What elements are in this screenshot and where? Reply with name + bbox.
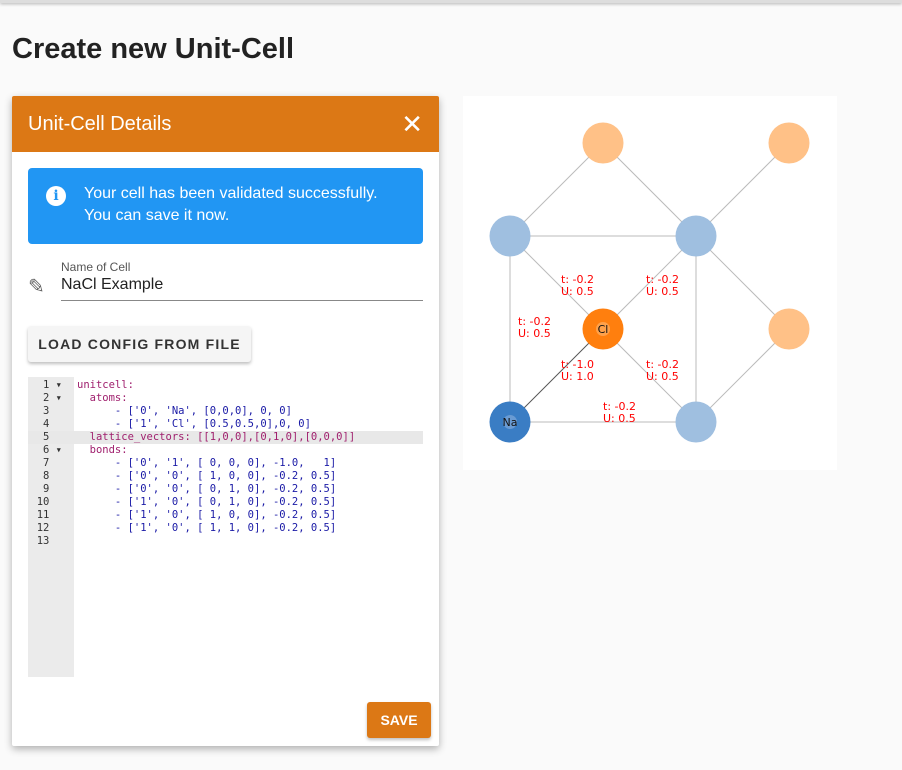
ghost-atom <box>675 215 717 257</box>
bond-label: U: 0.5 <box>561 285 594 298</box>
bond-line <box>602 142 697 237</box>
bond-line <box>509 142 604 237</box>
bond-label: t: -0.2 <box>646 273 679 286</box>
ghost-atom <box>768 308 810 350</box>
dialog-header: Unit-Cell Details ✕ <box>12 96 439 152</box>
line-number: 13 <box>36 535 62 547</box>
code-text: - ['1', '0', [ 1, 0, 0], -0.2, 0.5] <box>77 509 337 521</box>
code-text: bonds: <box>77 444 128 456</box>
bond-line <box>695 328 790 423</box>
editor-line[interactable]: 4 - ['1', 'Cl', [0.5,0.5,0],0, 0] <box>28 418 423 431</box>
code-text: - ['0', '0', [ 1, 0, 0], -0.2, 0.5] <box>77 470 337 482</box>
editor-line[interactable]: 7 - ['0', '1', [ 0, 0, 0], -1.0, 1] <box>28 457 423 470</box>
unit-cell-dialog: Unit-Cell Details ✕ i Your cell has been… <box>12 96 439 746</box>
editor-line[interactable]: 12 - ['1', '0', [ 1, 1, 0], -0.2, 0.5] <box>28 522 423 535</box>
bond-label: U: 1.0 <box>561 370 594 383</box>
editor-line[interactable]: 3 - ['0', 'Na', [0,0,0], 0, 0] <box>28 405 423 418</box>
atom-label: Cl <box>598 323 609 336</box>
editor-gutter <box>28 377 74 677</box>
line-number: 9 <box>43 483 62 495</box>
line-number: 11 <box>36 509 62 521</box>
line-number: 5 <box>43 431 62 443</box>
info-icon: i <box>46 186 66 206</box>
name-input[interactable]: NaCl Example <box>61 276 423 301</box>
close-icon[interactable]: ✕ <box>401 108 423 139</box>
line-number: 10 <box>36 496 62 508</box>
line-number: 1 ▾ <box>43 379 62 391</box>
yaml-editor[interactable]: 1 ▾ unitcell: 2 ▾ atoms: 3 - ['0', 'Na', [0… <box>28 377 423 677</box>
alert-line2: You can save it now. <box>84 207 230 224</box>
pencil-icon: ✎ <box>28 276 45 298</box>
code-text: atoms: <box>77 392 128 404</box>
ghost-atom <box>675 401 717 443</box>
bond-line <box>602 328 697 423</box>
line-number: 8 <box>43 470 62 482</box>
bond-label: t: -0.2 <box>518 315 551 328</box>
bond-label: t: -1.0 <box>561 358 594 371</box>
atom-marker <box>596 322 610 336</box>
editor-line[interactable]: 6 ▾ bonds: <box>28 444 423 457</box>
code-text: lattice_vectors: [[1,0,0],[0,1,0],[0,0,0… <box>77 431 356 443</box>
editor-line[interactable]: 11 - ['1', '0', [ 1, 0, 0], -0.2, 0.5] <box>28 509 423 522</box>
line-number: 12 <box>36 522 62 534</box>
bond-label: U: 0.5 <box>518 327 551 340</box>
line-number: 3 <box>43 405 62 417</box>
name-field-label: Name of Cell <box>61 260 131 274</box>
bond-line <box>509 235 604 330</box>
ghost-atom <box>489 215 531 257</box>
code-text: - ['0', '1', [ 0, 0, 0], -1.0, 1] <box>77 457 337 469</box>
bond-line <box>695 235 790 330</box>
atom-label: Na <box>503 416 518 429</box>
line-number: 6 ▾ <box>43 444 62 456</box>
code-text: unitcell: <box>77 379 134 391</box>
code-text: - ['1', '0', [ 1, 1, 0], -0.2, 0.5] <box>77 522 337 534</box>
editor-line[interactable]: 8 - ['0', '0', [ 1, 0, 0], -0.2, 0.5] <box>28 470 423 483</box>
page-title: Create new Unit-Cell <box>12 33 294 65</box>
ghost-atom <box>768 122 810 164</box>
bond-label: t: -0.2 <box>561 273 594 286</box>
editor-line[interactable]: 9 - ['0', '0', [ 0, 1, 0], -0.2, 0.5] <box>28 483 423 496</box>
bond-label: U: 0.5 <box>646 370 679 383</box>
code-text: - ['0', '0', [ 0, 1, 0], -0.2, 0.5] <box>77 483 337 495</box>
code-text: - ['1', '0', [ 0, 1, 0], -0.2, 0.5] <box>77 496 337 508</box>
line-number: 4 <box>43 418 62 430</box>
success-alert: i Your cell has been validated successfu… <box>28 168 423 244</box>
atom-marker <box>503 415 517 429</box>
editor-line[interactable]: 5 lattice_vectors: [[1,0,0],[0,1,0],[0,0… <box>28 431 423 444</box>
line-number: 7 <box>43 457 62 469</box>
bond-label: U: 0.5 <box>646 285 679 298</box>
bond-label: t: -0.2 <box>603 400 636 413</box>
save-button[interactable]: SAVE <box>367 702 431 738</box>
bond-line <box>509 328 604 423</box>
alert-line1: Your cell has been validated successfull… <box>84 185 378 202</box>
bond-label: t: -0.2 <box>646 358 679 371</box>
bond-label: U: 0.5 <box>603 412 636 425</box>
editor-line[interactable]: 13 <box>28 535 423 548</box>
editor-line[interactable]: 2 ▾ atoms: <box>28 392 423 405</box>
bond-line <box>602 235 697 330</box>
editor-line[interactable]: 10 - ['1', '0', [ 0, 1, 0], -0.2, 0.5] <box>28 496 423 509</box>
code-text: - ['1', 'Cl', [0.5,0.5,0],0, 0] <box>77 418 311 430</box>
load-config-button[interactable]: LOAD CONFIG FROM FILE <box>28 326 251 362</box>
line-number: 2 ▾ <box>43 392 62 404</box>
top-bar <box>0 0 902 3</box>
code-text: - ['0', 'Na', [0,0,0], 0, 0] <box>77 405 292 417</box>
editor-line[interactable]: 1 ▾ unitcell: <box>28 379 423 392</box>
dialog-title: Unit-Cell Details <box>28 112 172 135</box>
bond-line <box>695 142 790 237</box>
ghost-atom <box>582 122 624 164</box>
